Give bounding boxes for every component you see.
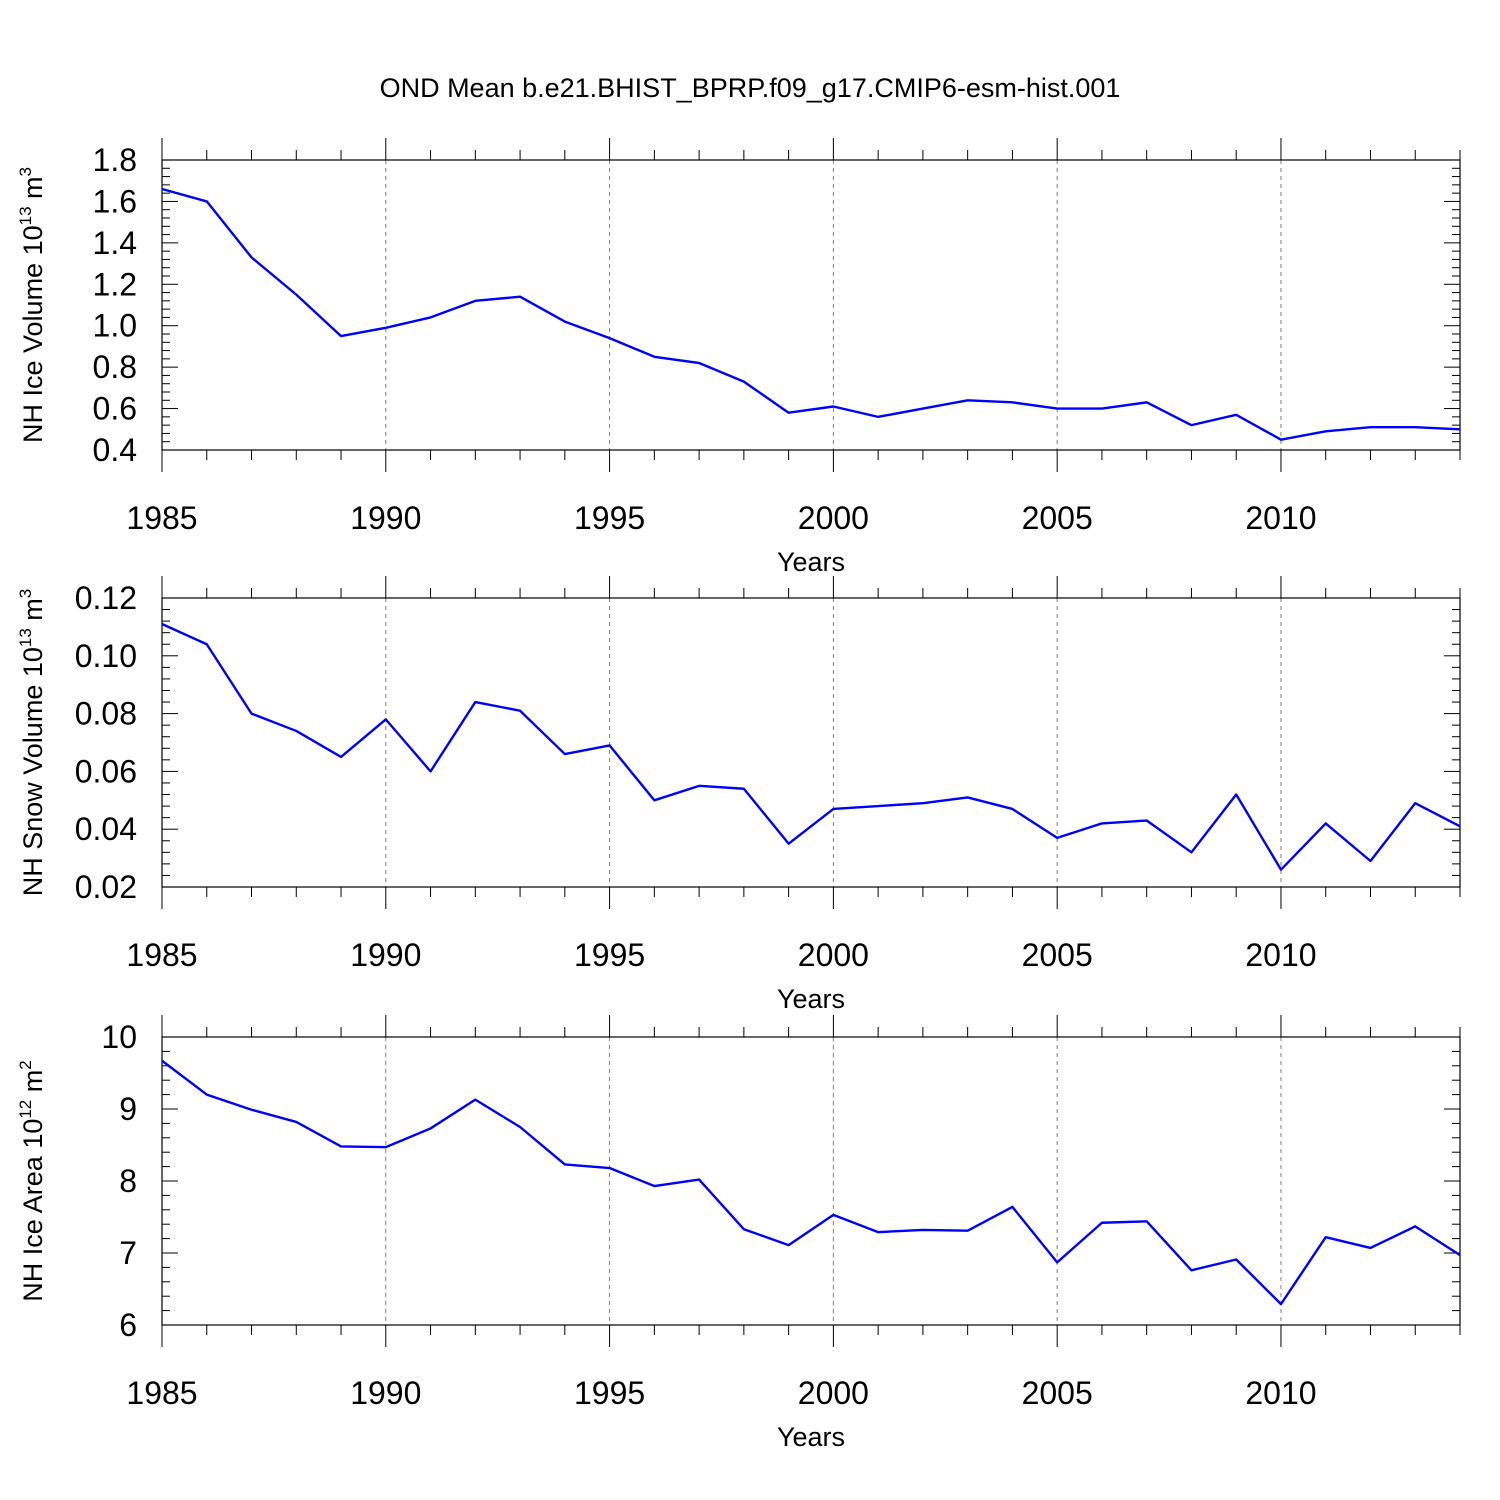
ice-area-ytick-label: 8 <box>119 1163 137 1199</box>
ice-area-xtick-label: 2000 <box>798 1375 869 1411</box>
ice-volume-ytick-label: 1.2 <box>93 266 137 302</box>
snow-volume-xaxis-label: Years <box>777 984 845 1014</box>
snow-volume-series-line <box>161 622 1461 871</box>
ice-area-xtick-label: 2005 <box>1022 1375 1093 1411</box>
snow-volume-xtick-label: 1995 <box>574 937 645 973</box>
ice-area-plot-frame <box>161 1036 1461 1326</box>
panel-snow-volume: 0.02 0.04 0.06 0.08 0.10 0.12 1985 1990 1995 2000… <box>16 576 1461 1014</box>
snow-volume-xtick-label: 2000 <box>798 937 869 973</box>
snow-volume-yaxis-label: NH Snow Volume 1013 m3 <box>16 589 48 897</box>
ice-area-series-line <box>161 1059 1461 1306</box>
snow-volume-ytick-label: 0.02 <box>75 869 137 905</box>
snow-volume-ytick-label: 0.06 <box>75 753 137 789</box>
figure-title: OND Mean b.e21.BHIST_BPRP.f09_g17.CMIP6-… <box>380 73 1121 103</box>
snow-volume-plot-frame <box>161 597 1461 888</box>
snow-volume-ytick-label: 0.04 <box>75 811 137 847</box>
snow-volume-xtick-label: 1985 <box>126 937 197 973</box>
ice-volume-ytick-label: 1.4 <box>93 225 137 261</box>
panel-ice-volume: 0.4 0.6 0.8 1.0 1.2 1.4 1.6 1.8 1985 1990 1995 2000… <box>16 138 1461 577</box>
ice-volume-xtick-label: 2000 <box>798 500 869 536</box>
ice-area-xaxis-label: Years <box>777 1422 845 1452</box>
panels: 0.4 0.6 0.8 1.0 1.2 1.4 1.6 1.8 1985 1990 1995 2000… <box>16 138 1461 1452</box>
ice-volume-xtick-label: 2010 <box>1245 500 1316 536</box>
ice-volume-xtick-label: 1995 <box>574 500 645 536</box>
snow-volume-xtick-label: 2005 <box>1022 937 1093 973</box>
ice-area-ytick-label: 7 <box>119 1235 137 1271</box>
ice-volume-xtick-label: 1985 <box>126 500 197 536</box>
ice-volume-xtick-label: 1990 <box>350 500 421 536</box>
ice-volume-ytick-label: 1.8 <box>93 142 137 178</box>
ice-volume-ytick-label: 0.6 <box>93 391 137 427</box>
ice-volume-yaxis-label: NH Ice Volume 1013 m3 <box>16 167 48 443</box>
panel-ice-area: 6 7 8 9 10 1985 1990 1995 2000 2005 2010 Years NH Ic… <box>16 1015 1461 1452</box>
ice-area-ytick-label: 9 <box>119 1091 137 1127</box>
snow-volume-ytick-label: 0.10 <box>75 638 137 674</box>
snow-volume-ytick-label: 0.12 <box>75 580 137 616</box>
ice-area-yaxis-label: NH Ice Area 1012 m2 <box>16 1060 48 1301</box>
snow-volume-xtick-label: 2010 <box>1245 937 1316 973</box>
ice-volume-ytick-label: 1.0 <box>93 308 137 344</box>
snow-volume-xtick-label: 1990 <box>350 937 421 973</box>
ice-volume-ytick-label: 0.8 <box>93 349 137 385</box>
snow-volume-ytick-label: 0.08 <box>75 696 137 732</box>
ice-volume-ytick-label: 0.4 <box>93 432 137 468</box>
ice-volume-xaxis-label: Years <box>777 547 845 577</box>
ice-volume-series-line <box>161 187 1461 441</box>
ice-volume-plot-frame <box>161 159 1461 451</box>
ice-area-xtick-label: 1995 <box>574 1375 645 1411</box>
ice-volume-ytick-label: 1.6 <box>93 183 137 219</box>
ice-area-xtick-label: 1990 <box>350 1375 421 1411</box>
ice-volume-xtick-label: 2005 <box>1022 500 1093 536</box>
ice-area-ytick-label: 6 <box>119 1307 137 1343</box>
ice-area-ytick-label: 10 <box>101 1019 137 1055</box>
ice-area-xtick-label: 2010 <box>1245 1375 1316 1411</box>
ice-area-xtick-label: 1985 <box>126 1375 197 1411</box>
